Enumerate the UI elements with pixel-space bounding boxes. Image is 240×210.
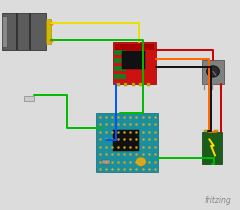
Bar	[114, 50, 126, 55]
Bar	[29, 13, 31, 50]
Bar	[202, 60, 224, 84]
Bar	[122, 51, 145, 69]
Circle shape	[206, 66, 220, 77]
Bar	[202, 132, 222, 164]
Bar	[115, 44, 154, 50]
Bar	[16, 13, 18, 50]
Bar	[2, 16, 7, 47]
Bar	[114, 66, 126, 71]
Bar	[204, 130, 208, 132]
Bar	[116, 83, 120, 86]
Bar	[96, 113, 158, 172]
Bar	[113, 130, 139, 151]
Bar	[214, 130, 218, 132]
Bar	[114, 58, 126, 63]
Bar	[24, 96, 34, 101]
Circle shape	[136, 157, 146, 166]
Bar	[114, 74, 126, 79]
Bar	[46, 19, 51, 44]
Bar	[147, 83, 150, 86]
Bar	[124, 83, 127, 86]
Bar	[139, 83, 143, 86]
Bar	[132, 83, 135, 86]
Text: fritzing: fritzing	[205, 196, 232, 205]
Bar	[102, 160, 110, 164]
Bar	[2, 13, 46, 50]
Bar	[113, 42, 156, 84]
